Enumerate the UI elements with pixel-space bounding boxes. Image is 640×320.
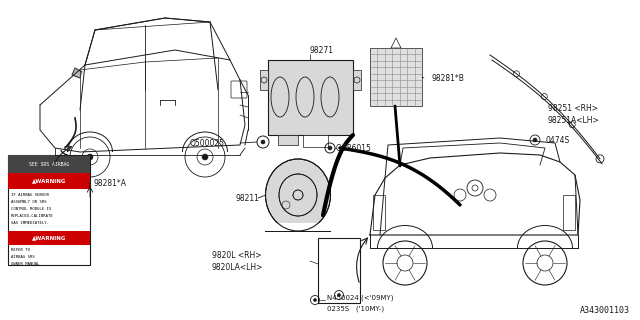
Bar — [8, 231, 90, 245]
Text: Q500025: Q500025 — [190, 139, 225, 148]
Bar — [268, 60, 353, 135]
Polygon shape — [72, 68, 82, 78]
Text: SEE SRS AIRBAG: SEE SRS AIRBAG — [29, 162, 69, 166]
Bar — [563, 195, 575, 230]
Bar — [260, 70, 268, 90]
Circle shape — [87, 154, 93, 160]
Text: AIRBAG SRS: AIRBAG SRS — [11, 255, 35, 259]
Text: 98271: 98271 — [310, 45, 334, 54]
Text: 0474S: 0474S — [545, 135, 569, 145]
Text: A343001103: A343001103 — [580, 306, 630, 315]
Bar — [278, 135, 298, 145]
Text: OWNER MANUAL: OWNER MANUAL — [11, 262, 40, 266]
Circle shape — [328, 146, 332, 150]
Text: REFER TO: REFER TO — [11, 248, 30, 252]
Text: 98281*A: 98281*A — [93, 179, 126, 188]
Bar — [303, 135, 328, 147]
Circle shape — [533, 138, 537, 142]
Text: ▲WARNING: ▲WARNING — [32, 236, 66, 241]
Ellipse shape — [266, 160, 330, 230]
Bar — [263, 223, 333, 238]
Text: 98251A<LH>: 98251A<LH> — [548, 116, 600, 124]
Text: ▲WARNING: ▲WARNING — [32, 179, 66, 183]
Text: 9820L <RH>: 9820L <RH> — [212, 252, 262, 260]
Text: 98251 <RH>: 98251 <RH> — [548, 103, 598, 113]
Bar — [373, 195, 385, 230]
Text: IF AIRBAG SENSOR: IF AIRBAG SENSOR — [11, 193, 49, 197]
Text: SAS IMMEDIATELY.: SAS IMMEDIATELY. — [11, 221, 49, 225]
Text: 98281*B: 98281*B — [432, 74, 465, 83]
Text: N450024 (<'09MY): N450024 (<'09MY) — [327, 295, 394, 301]
Text: CONTROL MODULE IS: CONTROL MODULE IS — [11, 207, 51, 211]
Circle shape — [314, 299, 317, 301]
Circle shape — [261, 140, 265, 144]
Circle shape — [202, 154, 208, 160]
Bar — [353, 70, 361, 90]
Circle shape — [337, 293, 340, 297]
Text: ASSEMBLY OR SRS: ASSEMBLY OR SRS — [11, 200, 47, 204]
Text: REPLACED,CALIBRATE: REPLACED,CALIBRATE — [11, 214, 54, 218]
Text: 0235S   ('10MY-): 0235S ('10MY-) — [327, 306, 384, 312]
Bar — [8, 155, 90, 265]
Text: -Q586015: -Q586015 — [334, 143, 372, 153]
Text: 9820LA<LH>: 9820LA<LH> — [212, 262, 264, 271]
Bar — [370, 48, 422, 106]
Bar — [8, 173, 90, 189]
Text: 98211: 98211 — [235, 194, 259, 203]
Bar — [318, 238, 360, 303]
Bar — [8, 155, 90, 173]
